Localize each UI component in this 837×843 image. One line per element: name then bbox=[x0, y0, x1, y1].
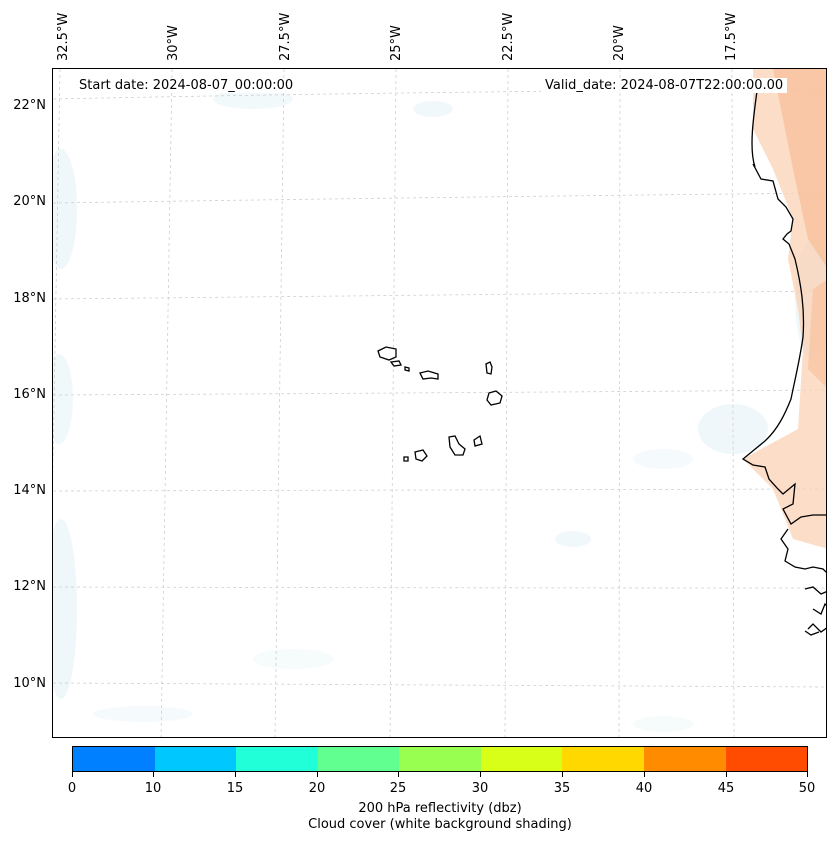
colorbar-tick-label: 0 bbox=[67, 781, 77, 796]
colorbar-tick-label: 50 bbox=[798, 781, 816, 796]
colorbar-tick-label: 40 bbox=[635, 781, 653, 796]
colorbar-segment bbox=[399, 747, 481, 771]
lat-label-14n: 14°N bbox=[13, 483, 46, 498]
colorbar-title: 200 hPa reflectivity (dbz) Cloud cover (… bbox=[72, 801, 808, 833]
colorbar-segment bbox=[154, 747, 237, 771]
colorbar-segment bbox=[317, 747, 400, 771]
colorbar-segment bbox=[643, 747, 726, 771]
colorbar-segment bbox=[73, 747, 155, 771]
colorbar-tick-label: 15 bbox=[226, 781, 244, 796]
lon-label-22.5w: 22.5°W bbox=[501, 12, 516, 61]
lon-label-27.5w: 27.5°W bbox=[278, 12, 293, 61]
lat-label-12n: 12°N bbox=[13, 579, 46, 594]
colorbar-tick-label: 30 bbox=[471, 781, 489, 796]
valid-date-label: Valid_date: 2024-08-07T22:00:00.00 bbox=[541, 78, 788, 93]
lat-label-20n: 20°N bbox=[13, 194, 46, 209]
colorbar-tick-label: 20 bbox=[308, 781, 326, 796]
map-canvas bbox=[53, 69, 826, 737]
lat-label-16n: 16°N bbox=[13, 387, 46, 402]
lon-label-25w: 25°W bbox=[389, 25, 404, 61]
colorbar-tick-label: 45 bbox=[717, 781, 735, 796]
cloud-cover-shading bbox=[53, 89, 826, 732]
cape-verde-islands bbox=[377, 346, 503, 462]
lat-label-22n: 22°N bbox=[13, 98, 46, 113]
colorbar-segment bbox=[480, 747, 563, 771]
colorbar-sublabel: Cloud cover (white background shading) bbox=[308, 817, 572, 832]
colorbar-segment bbox=[562, 747, 644, 771]
reflectivity-colorbar bbox=[72, 746, 808, 772]
colorbar-segment bbox=[236, 747, 318, 771]
colorbar-tick-label: 10 bbox=[144, 781, 162, 796]
graticule bbox=[53, 69, 826, 737]
west-africa-coastline bbox=[741, 83, 826, 525]
colorbar-segment bbox=[725, 747, 808, 771]
lat-label-18n: 18°N bbox=[13, 291, 46, 306]
map-panel[interactable] bbox=[52, 68, 827, 738]
lon-label-32.5w: 32.5°W bbox=[56, 12, 71, 61]
colorbar-tick-label: 35 bbox=[553, 781, 571, 796]
lon-label-30w: 30°W bbox=[166, 25, 181, 61]
start-date-label: Start date: 2024-08-07_00:00:00 bbox=[75, 78, 298, 93]
lat-label-10n: 10°N bbox=[13, 676, 46, 691]
colorbar-tick-label: 25 bbox=[389, 781, 407, 796]
colorbar-label: 200 hPa reflectivity (dbz) bbox=[358, 801, 522, 816]
lon-label-20w: 20°W bbox=[612, 25, 627, 61]
lon-label-17.5w: 17.5°W bbox=[724, 12, 739, 61]
